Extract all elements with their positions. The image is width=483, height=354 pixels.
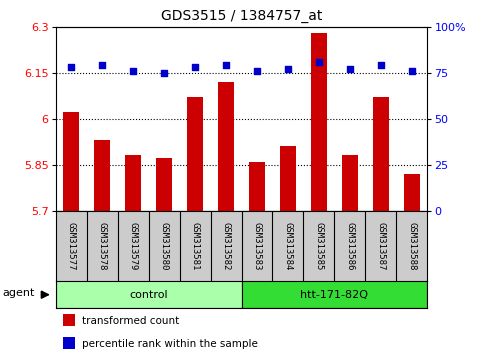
Bar — [125, 155, 141, 211]
Bar — [187, 97, 203, 211]
Bar — [342, 155, 358, 211]
Bar — [156, 159, 172, 211]
Point — [129, 68, 137, 74]
Text: GSM313577: GSM313577 — [67, 222, 75, 270]
Text: GSM313585: GSM313585 — [314, 222, 324, 270]
Text: transformed count: transformed count — [82, 316, 179, 326]
Bar — [249, 161, 265, 211]
Text: GSM313588: GSM313588 — [408, 222, 416, 270]
Bar — [94, 140, 110, 211]
Point — [377, 62, 385, 68]
Point — [253, 68, 261, 74]
Point — [315, 59, 323, 64]
Text: GSM313582: GSM313582 — [222, 222, 230, 270]
Point — [191, 64, 199, 70]
Text: control: control — [129, 290, 168, 300]
Bar — [56, 281, 242, 308]
Point — [222, 62, 230, 68]
Bar — [311, 33, 327, 211]
Point — [284, 66, 292, 72]
Text: htt-171-82Q: htt-171-82Q — [300, 290, 369, 300]
Text: percentile rank within the sample: percentile rank within the sample — [82, 339, 258, 349]
Bar — [373, 97, 389, 211]
Title: GDS3515 / 1384757_at: GDS3515 / 1384757_at — [161, 9, 322, 23]
Bar — [63, 314, 75, 326]
Bar — [218, 82, 234, 211]
Bar — [63, 337, 75, 349]
Text: GSM313583: GSM313583 — [253, 222, 261, 270]
Point — [408, 68, 416, 74]
Point — [160, 70, 168, 75]
Point — [346, 66, 354, 72]
Bar — [404, 174, 420, 211]
Bar — [242, 281, 427, 308]
Text: GSM313579: GSM313579 — [128, 222, 138, 270]
Point — [67, 64, 75, 70]
Text: agent: agent — [3, 289, 35, 298]
Point — [98, 62, 106, 68]
Text: GSM313578: GSM313578 — [98, 222, 107, 270]
Text: GSM313584: GSM313584 — [284, 222, 293, 270]
Text: GSM313586: GSM313586 — [345, 222, 355, 270]
Bar — [280, 146, 296, 211]
Text: GSM313580: GSM313580 — [159, 222, 169, 270]
Text: GSM313581: GSM313581 — [190, 222, 199, 270]
Text: GSM313587: GSM313587 — [376, 222, 385, 270]
Bar — [63, 113, 79, 211]
